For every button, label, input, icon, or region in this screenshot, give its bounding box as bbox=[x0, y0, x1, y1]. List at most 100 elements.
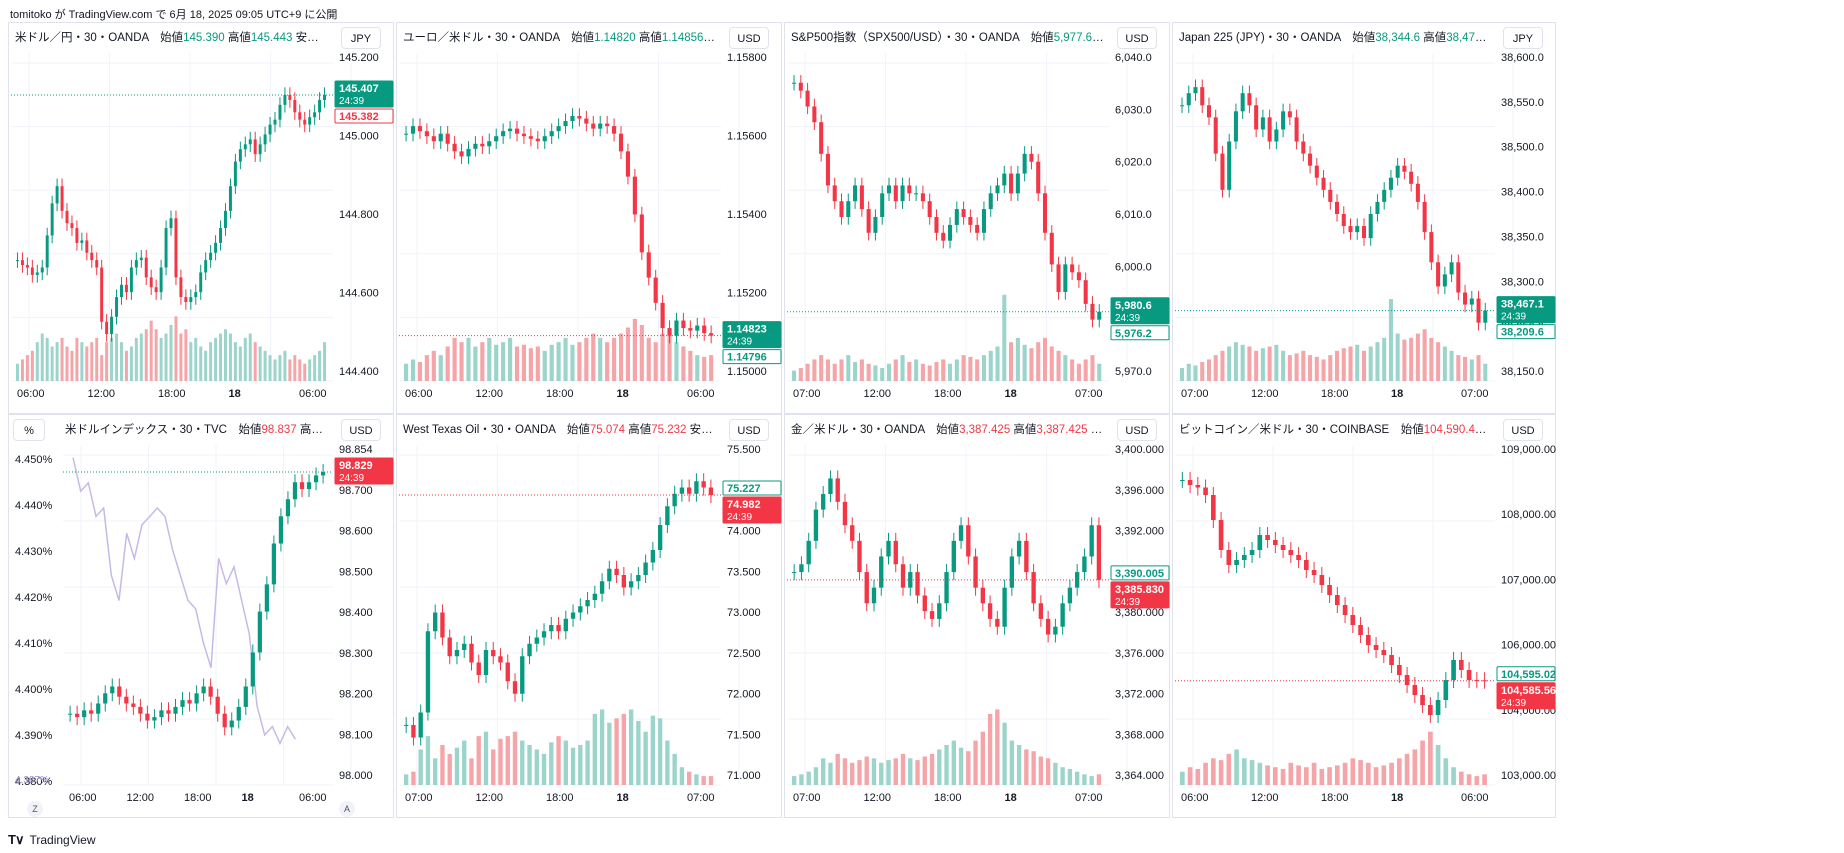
volume-bar bbox=[65, 346, 69, 381]
x-tick-label: 07:00 bbox=[1075, 388, 1103, 400]
currency-button[interactable]: USD bbox=[1117, 27, 1157, 49]
chart-title: 米ドル／円・30・OANDA 始値145.390 高値145.443 安値145… bbox=[15, 29, 329, 45]
volume-bar bbox=[1296, 765, 1301, 785]
candle bbox=[1442, 274, 1447, 287]
volume-bar bbox=[954, 359, 959, 381]
chart-panel-5[interactable]: 98.854 98.700 98.600 98.500 98.400 98.300 98.2… bbox=[8, 414, 394, 818]
candle bbox=[201, 686, 206, 694]
currency-button[interactable]: USD bbox=[1117, 419, 1157, 441]
volume-bar bbox=[1319, 769, 1325, 785]
candle bbox=[1287, 111, 1292, 118]
chart-svg[interactable]: 38,600.0 38,550.0 38,500.0 38,400.0 38,350.0… bbox=[1173, 23, 1557, 415]
publish-header: tomitoko が TradingView.com で 6月 18, 2025… bbox=[10, 9, 338, 21]
candle bbox=[454, 650, 460, 657]
volume-bar bbox=[584, 337, 589, 381]
chart-svg[interactable]: 75.50074.50074.00073.50073.00072.50072.0… bbox=[397, 415, 783, 819]
x-tick-label: 18 bbox=[1391, 792, 1403, 804]
currency-button[interactable]: USD bbox=[729, 27, 769, 49]
y-tick-label: 38,400.0 bbox=[1501, 187, 1544, 199]
chart-svg[interactable]: 109,000.00 108,000.00 107,000.00 106,000.00… bbox=[1173, 415, 1557, 819]
candle bbox=[864, 572, 869, 604]
chart-panel-7[interactable]: 3,400.0003,396.0003,392.0003,388.0003,38… bbox=[784, 414, 1170, 818]
candle bbox=[570, 612, 576, 619]
chart-svg[interactable]: 98.854 98.700 98.600 98.500 98.400 98.300 98.2… bbox=[9, 415, 395, 819]
volume-bar bbox=[893, 359, 898, 381]
candle bbox=[643, 562, 648, 575]
chart-svg[interactable]: 6,040.06,030.06,020.06,010.06,000.05,990… bbox=[785, 23, 1171, 415]
candle bbox=[1319, 575, 1325, 585]
currency-button[interactable]: USD bbox=[341, 419, 381, 441]
volume-bar bbox=[149, 320, 153, 381]
y-tick-label: 1.15600 bbox=[727, 131, 767, 143]
chart-panel-6[interactable]: 75.50074.50074.00073.50073.00072.50072.0… bbox=[396, 414, 782, 818]
chart-panel-1[interactable]: 145.200 145.000 144.800 144.600 144.400 06:00… bbox=[8, 22, 394, 414]
volume-bar bbox=[951, 740, 956, 785]
ohlc-stat: 高値75.232 bbox=[628, 424, 690, 436]
y-tick-label: 6,020.0 bbox=[1115, 157, 1152, 169]
candle bbox=[1076, 272, 1081, 281]
volume-bar bbox=[1096, 774, 1102, 785]
candle bbox=[60, 186, 64, 211]
candle bbox=[929, 611, 935, 619]
chart-svg[interactable]: 1.15800 1.15600 1.15400 1.15200 1.15000 06:00… bbox=[397, 23, 783, 415]
chart-svg[interactable]: 145.200 145.000 144.800 144.600 144.400 06:00… bbox=[9, 23, 395, 415]
candle bbox=[980, 587, 986, 604]
left-tick-label: 4.400% bbox=[15, 684, 53, 696]
candle bbox=[534, 637, 539, 644]
candle bbox=[1395, 165, 1400, 178]
candle bbox=[915, 572, 920, 596]
x-tick-label: 18:00 bbox=[546, 388, 574, 400]
volume-bar bbox=[313, 355, 317, 381]
chart-panel-3[interactable]: 6,040.06,030.06,020.06,010.06,000.05,990… bbox=[784, 22, 1170, 414]
currency-button[interactable]: USD bbox=[1503, 419, 1543, 441]
y-tick-label: 98.200 bbox=[339, 689, 373, 701]
candle bbox=[224, 210, 227, 229]
candle bbox=[1016, 540, 1022, 557]
zoom-button[interactable]: Z bbox=[27, 801, 43, 817]
candle bbox=[1348, 226, 1353, 233]
candle bbox=[253, 139, 257, 155]
x-tick-label: 07:00 bbox=[793, 388, 821, 400]
volume-bar bbox=[1097, 363, 1102, 381]
chart-panel-8[interactable]: 109,000.00 108,000.00 107,000.00 106,000.00… bbox=[1172, 414, 1556, 818]
volume-bar bbox=[695, 355, 700, 381]
volume-bar bbox=[660, 333, 665, 381]
volume-bar bbox=[1267, 346, 1272, 381]
auto-scale-button[interactable]: A bbox=[339, 801, 355, 817]
candle bbox=[1211, 495, 1216, 520]
left-tick-label: 4.420% bbox=[15, 592, 53, 604]
chart-panel-2[interactable]: 1.15800 1.15600 1.15400 1.15200 1.15000 06:00… bbox=[396, 22, 782, 414]
chart-panel-4[interactable]: 38,600.0 38,550.0 38,500.0 38,400.0 38,350.0… bbox=[1172, 22, 1556, 414]
volume-bar bbox=[527, 745, 532, 785]
candle bbox=[1366, 635, 1371, 645]
percent-scale-button[interactable]: % bbox=[13, 419, 45, 441]
candle bbox=[835, 478, 840, 502]
candle bbox=[1350, 615, 1356, 625]
candle bbox=[154, 287, 158, 293]
candle bbox=[514, 128, 520, 134]
volume-bar bbox=[591, 333, 596, 381]
volume-bar bbox=[1466, 774, 1472, 785]
volume-bar bbox=[199, 346, 203, 381]
candle bbox=[1234, 560, 1239, 565]
volume-bar bbox=[253, 342, 257, 381]
volume-bar bbox=[873, 365, 878, 381]
candle bbox=[694, 481, 699, 494]
currency-button[interactable]: USD bbox=[729, 419, 769, 441]
currency-button[interactable]: JPY bbox=[341, 27, 381, 49]
candle bbox=[650, 550, 656, 563]
ohlc-stat: 高値3,387.425 bbox=[1013, 424, 1091, 436]
volume-bar bbox=[1287, 355, 1292, 381]
candle bbox=[1375, 201, 1380, 214]
volume-bar bbox=[1389, 762, 1394, 785]
candle bbox=[709, 333, 714, 336]
volume-bar bbox=[1022, 344, 1027, 381]
candle bbox=[50, 203, 54, 236]
chart-svg[interactable]: 3,400.0003,396.0003,392.0003,388.0003,38… bbox=[785, 415, 1171, 819]
candle bbox=[679, 487, 685, 494]
volume-bar bbox=[469, 758, 474, 785]
candle bbox=[657, 525, 663, 550]
candle bbox=[299, 482, 305, 490]
y-tick-label: 3,368.000 bbox=[1115, 729, 1164, 741]
currency-button[interactable]: JPY bbox=[1503, 27, 1543, 49]
